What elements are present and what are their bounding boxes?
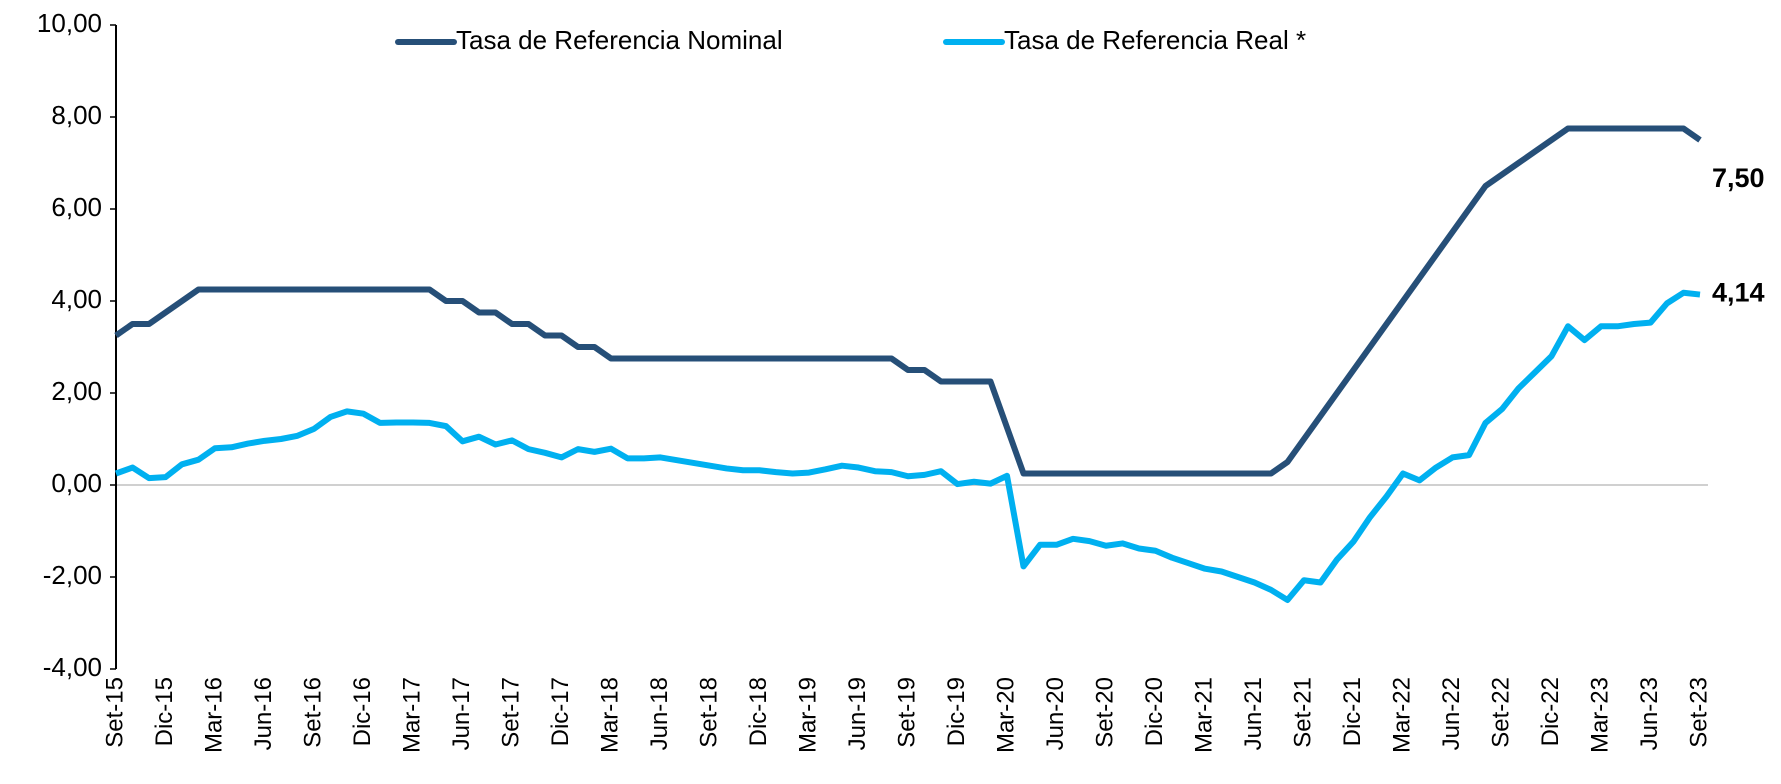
x-tick-label: Jun-20 (1042, 677, 1069, 750)
x-tick-label: Set-19 (893, 677, 920, 748)
x-tick-label: Dic-20 (1141, 677, 1168, 746)
value-label: 4,14 (1712, 278, 1765, 308)
x-tick-label: Set-18 (695, 677, 722, 748)
x-tick-label: Set-15 (101, 677, 128, 748)
x-tick-label: Set-17 (497, 677, 524, 748)
x-tick-label: Jun-17 (448, 677, 475, 750)
x-tick-label: Mar-18 (596, 677, 623, 753)
y-tick-label: 6,00 (51, 192, 102, 222)
y-tick-label: 2,00 (51, 376, 102, 406)
x-tick-label: Set-22 (1487, 677, 1514, 748)
x-tick-label: Dic-15 (151, 677, 178, 746)
legend-label: Tasa de Referencia Real * (1004, 25, 1306, 55)
y-tick-label: -2,00 (43, 560, 102, 590)
x-tick-label: Set-20 (1091, 677, 1118, 748)
x-tick-label: Dic-21 (1339, 677, 1366, 746)
x-tick-label: Mar-22 (1388, 677, 1415, 753)
x-tick-label: Jun-22 (1438, 677, 1465, 750)
x-tick-label: Mar-21 (1190, 677, 1217, 753)
x-tick-label: Dic-17 (547, 677, 574, 746)
x-tick-label: Dic-19 (943, 677, 970, 746)
x-tick-label: Mar-23 (1586, 677, 1613, 753)
x-tick-label: Jun-21 (1240, 677, 1267, 750)
x-tick-label: Set-23 (1685, 677, 1712, 748)
series-line (114, 289, 1701, 603)
x-tick-label: Set-16 (299, 677, 326, 748)
y-tick-label: 10,00 (37, 8, 102, 38)
x-tick-label: Dic-22 (1537, 677, 1564, 746)
x-tick-label: Mar-17 (398, 677, 425, 753)
x-tick-label: Jun-16 (250, 677, 277, 750)
legend-label: Tasa de Referencia Nominal (456, 25, 783, 55)
x-tick-label: Set-21 (1289, 677, 1316, 748)
x-tick-label: Dic-18 (745, 677, 772, 746)
y-tick-label: 0,00 (51, 468, 102, 498)
x-tick-label: Mar-20 (992, 677, 1019, 753)
y-tick-label: -4,00 (43, 652, 102, 682)
x-tick-label: Mar-19 (794, 677, 821, 753)
x-tick-label: Jun-19 (844, 677, 871, 750)
value-label: 7,50 (1712, 163, 1765, 193)
x-tick-label: Dic-16 (349, 677, 376, 746)
x-tick-label: Jun-23 (1636, 677, 1663, 750)
y-tick-label: 4,00 (51, 284, 102, 314)
y-tick-label: 8,00 (51, 100, 102, 130)
x-tick-label: Jun-18 (646, 677, 673, 750)
x-tick-label: Mar-16 (200, 677, 227, 753)
series-line (114, 125, 1702, 477)
